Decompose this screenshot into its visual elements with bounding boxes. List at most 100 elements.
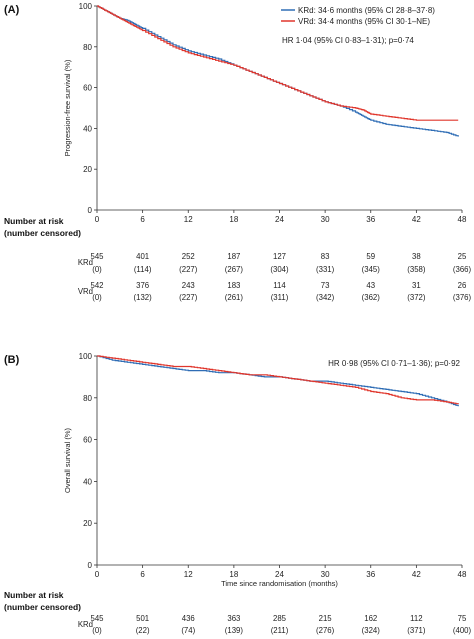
risk-number-censored: (22) — [136, 626, 150, 635]
risk-number-at-risk: 26 — [458, 281, 467, 290]
risk-number-censored: (74) — [181, 626, 195, 635]
x-tick-label: 18 — [229, 570, 238, 579]
x-tick-label: 18 — [229, 215, 238, 224]
risk-number-at-risk: 75 — [458, 614, 467, 623]
risk-number-at-risk: 376 — [136, 281, 149, 290]
risk-number-at-risk: 252 — [182, 252, 195, 261]
risk-table-title: Number at risk — [4, 590, 64, 600]
x-tick-label: 30 — [321, 570, 330, 579]
risk-number-censored: (261) — [225, 293, 244, 302]
risk-number-at-risk: 38 — [412, 252, 421, 261]
risk-number-censored: (358) — [407, 265, 426, 274]
risk-number-at-risk: 545 — [90, 252, 104, 261]
risk-number-at-risk: 436 — [182, 614, 195, 623]
risk-number-censored: (139) — [225, 626, 244, 635]
risk-number-at-risk: 73 — [321, 281, 330, 290]
risk-number-censored: (345) — [362, 265, 381, 274]
risk-number-censored: (211) — [271, 626, 289, 635]
hazard-ratio-annotation: HR 0·98 (95% CI 0·71–1·36); p=0·92 — [328, 359, 460, 368]
y-tick-label: 20 — [83, 165, 92, 174]
y-tick-label: 40 — [83, 477, 92, 486]
chart-panel-a: (A) 0 20 40 60 80 100 0 6 12 18 24 30 36 42 48 Progressi… — [4, 2, 472, 302]
risk-number-at-risk: 162 — [364, 614, 377, 623]
x-tick-label: 24 — [275, 570, 284, 579]
y-tick-label: 80 — [83, 43, 92, 52]
risk-number-censored: (331) — [316, 265, 335, 274]
risk-row-arm-krd: KRd — [78, 258, 93, 267]
risk-number-at-risk: 114 — [273, 281, 286, 290]
hazard-ratio-annotation: HR 1·04 (95% CI 0·83–1·31); p=0·74 — [282, 36, 414, 45]
risk-number-censored: (276) — [316, 626, 335, 635]
y-axis-label: Progression-free survival (%) — [63, 59, 72, 156]
risk-number-censored: (342) — [316, 293, 335, 302]
x-tick-label: 0 — [95, 570, 100, 579]
risk-number-at-risk: 542 — [90, 281, 103, 290]
risk-number-censored: (0) — [92, 626, 102, 635]
risk-number-censored: (304) — [270, 265, 289, 274]
risk-number-censored: (267) — [225, 265, 244, 274]
x-tick-label: 48 — [458, 570, 467, 579]
x-tick-label: 6 — [140, 215, 145, 224]
risk-table-subtitle: (number censored) — [4, 602, 81, 612]
risk-number-at-risk: 401 — [136, 252, 149, 261]
x-tick-label: 6 — [140, 570, 145, 579]
risk-number-censored: (371) — [407, 626, 426, 635]
risk-number-censored: (376) — [453, 293, 472, 302]
risk-number-censored: (227) — [179, 293, 198, 302]
risk-number-at-risk: 112 — [410, 614, 422, 623]
x-tick-label: 24 — [275, 215, 284, 224]
panel-label: (B) — [4, 354, 20, 366]
risk-number-at-risk: 25 — [458, 252, 467, 261]
risk-number-censored: (227) — [179, 265, 198, 274]
x-tick-label: 0 — [95, 215, 100, 224]
y-tick-label: 100 — [79, 2, 93, 11]
risk-number-at-risk: 127 — [273, 252, 286, 261]
risk-row-arm-vrd: VRd — [78, 287, 93, 296]
series-line-vrd — [97, 5, 459, 121]
x-tick-label: 48 — [458, 215, 467, 224]
risk-number-at-risk: 31 — [412, 281, 421, 290]
risk-number-censored: (0) — [92, 265, 102, 274]
risk-number-at-risk: 83 — [321, 252, 330, 261]
risk-number-at-risk: 501 — [136, 614, 149, 623]
risk-number-at-risk: 183 — [227, 281, 240, 290]
y-tick-label: 40 — [83, 124, 92, 133]
y-tick-label: 60 — [83, 84, 92, 93]
x-tick-label: 42 — [412, 215, 421, 224]
x-tick-label: 12 — [184, 570, 193, 579]
risk-number-at-risk: 243 — [182, 281, 195, 290]
risk-number-censored: (132) — [134, 293, 153, 302]
risk-number-at-risk: 215 — [319, 614, 333, 623]
risk-number-censored: (366) — [453, 265, 472, 274]
x-tick-label: 36 — [366, 215, 375, 224]
risk-number-at-risk: 59 — [366, 252, 375, 261]
y-tick-label: 0 — [88, 206, 93, 215]
x-tick-label: 30 — [321, 215, 330, 224]
risk-number-censored: (114) — [134, 265, 152, 274]
risk-number-at-risk: 285 — [273, 614, 287, 623]
y-tick-label: 0 — [88, 561, 93, 570]
risk-table-title: Number at risk — [4, 216, 64, 226]
y-tick-label: 80 — [83, 394, 92, 403]
risk-number-at-risk: 545 — [90, 614, 104, 623]
risk-number-censored: (362) — [362, 293, 381, 302]
legend-entry-vrd: VRd: 34·4 months (95% CI 30·1–NE) — [298, 17, 430, 26]
risk-number-censored: (400) — [453, 626, 472, 635]
risk-number-at-risk: 43 — [366, 281, 375, 290]
x-tick-label: 12 — [184, 215, 193, 224]
risk-number-censored: (372) — [407, 293, 426, 302]
risk-number-censored: (0) — [92, 293, 102, 302]
risk-number-censored: (324) — [362, 626, 381, 635]
risk-number-at-risk: 187 — [227, 252, 240, 261]
risk-row-arm-krd: KRd — [78, 620, 93, 629]
legend-entry-krd: KRd: 34·6 months (95% CI 28·8–37·8) — [298, 6, 435, 15]
y-axis-label: Overall survival (%) — [63, 427, 72, 493]
y-tick-label: 60 — [83, 436, 92, 445]
x-axis-label: Time since randomisation (months) — [221, 579, 338, 588]
y-tick-label: 100 — [79, 352, 93, 361]
panel-label: (A) — [4, 4, 20, 16]
risk-number-censored: (311) — [271, 293, 289, 302]
risk-number-at-risk: 363 — [227, 614, 240, 623]
x-tick-label: 42 — [412, 570, 421, 579]
